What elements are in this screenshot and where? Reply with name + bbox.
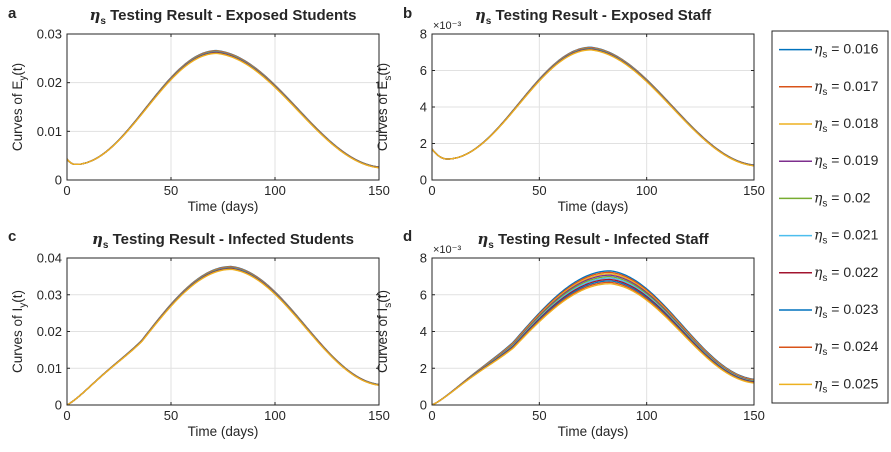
- y-exponent-label: ×10⁻³: [433, 244, 461, 256]
- y-axis-label: Curves of Is(t): [375, 290, 394, 373]
- y-tick-label: 0: [55, 398, 62, 413]
- y-tick-label: 0: [420, 398, 427, 413]
- x-tick-label: 50: [164, 408, 178, 423]
- y-tick-label: 6: [420, 287, 427, 302]
- x-tick-label: 50: [532, 408, 546, 423]
- legend-label: ηs = 0.016: [814, 41, 879, 61]
- y-tick-label: 4: [420, 324, 427, 339]
- x-tick-label: 0: [63, 183, 70, 198]
- panel-title: ηs Testing Result - Exposed Staff: [475, 6, 712, 27]
- x-axis-label: Time (days): [558, 199, 629, 214]
- x-tick-label: 50: [164, 183, 178, 198]
- x-axis-label: Time (days): [188, 424, 259, 439]
- panel-letter: d: [403, 228, 412, 245]
- plot-area: [67, 34, 379, 180]
- y-tick-label: 0.04: [37, 251, 62, 266]
- panel-c: 0 50 100 150 0 0.01 0.02 0.03 0.04 c ηs Testing Re…: [8, 228, 390, 439]
- panel-title: ηs Testing Result - Exposed Students: [89, 6, 356, 27]
- panel-d: 0 50 100 150 0 2 4 6 8 ×10⁻³ d ηs Testing Result - …: [375, 228, 765, 439]
- axes-box: [66, 33, 380, 181]
- y-axis-label: Curves of Iy(t): [10, 290, 29, 373]
- legend-label: ηs = 0.019: [814, 152, 879, 172]
- legend-label: ηs = 0.02: [814, 189, 871, 209]
- y-tick-label: 0.02: [37, 75, 62, 90]
- y-axis-label: Curves of Es(t): [375, 63, 394, 151]
- x-tick-label: 150: [368, 408, 390, 423]
- legend-label: ηs = 0.021: [814, 227, 879, 247]
- y-tick-label: 0.01: [37, 124, 62, 139]
- series-line-0.025: [432, 283, 754, 405]
- panel-letter: a: [8, 5, 17, 22]
- y-tick-label: 0.01: [37, 361, 62, 376]
- series-line-0.025: [67, 268, 379, 405]
- x-tick-label: 0: [428, 408, 435, 423]
- x-tick-label: 100: [636, 183, 658, 198]
- y-exponent-label: ×10⁻³: [433, 20, 461, 32]
- x-tick-label: 50: [532, 183, 546, 198]
- y-tick-label: 0.02: [37, 324, 62, 339]
- y-axis-label: Curves of Ey(t): [10, 63, 29, 151]
- panel-letter: c: [8, 228, 16, 245]
- y-tick-label: 2: [420, 361, 427, 376]
- panel-letter: b: [403, 5, 412, 22]
- panel-title: ηs Testing Result - Infected Staff: [477, 230, 709, 251]
- legend-label: ηs = 0.023: [814, 301, 879, 321]
- y-tick-label: 0: [420, 173, 427, 188]
- y-tick-label: 0: [55, 173, 62, 188]
- y-tick-label: 2: [420, 136, 427, 151]
- y-tick-label: 4: [420, 100, 427, 115]
- legend-label: ηs = 0.025: [814, 375, 879, 395]
- panel-a: 0 50 100 150 0 0.01 0.02 0.03 a ηs Testing Result…: [8, 5, 390, 214]
- x-tick-label: 0: [428, 183, 435, 198]
- y-tick-label: 6: [420, 63, 427, 78]
- x-tick-label: 100: [264, 408, 286, 423]
- x-tick-label: 150: [368, 183, 390, 198]
- y-tick-label: 0.03: [37, 27, 62, 42]
- legend-label: ηs = 0.017: [814, 78, 879, 98]
- y-tick-label: 0.03: [37, 287, 62, 302]
- series-line-0.025: [432, 49, 754, 167]
- legend-label: ηs = 0.018: [814, 115, 879, 135]
- panel-title: ηs Testing Result - Infected Students: [92, 230, 354, 251]
- series-line-0.025: [67, 52, 379, 169]
- panel-b: 0 50 100 150 0 2 4 6 8 ×10⁻³ b ηs Testing Result - …: [375, 5, 765, 214]
- legend: ηs = 0.016 ηs = 0.017 ηs = 0.018 ηs = 0.019…: [771, 30, 889, 404]
- legend-label: ηs = 0.024: [814, 338, 879, 358]
- x-tick-label: 100: [636, 408, 658, 423]
- x-tick-label: 150: [743, 408, 765, 423]
- x-axis-label: Time (days): [188, 199, 259, 214]
- legend-box: [771, 30, 889, 404]
- y-tick-label: 8: [420, 27, 427, 42]
- x-tick-label: 0: [63, 408, 70, 423]
- y-tick-label: 8: [420, 251, 427, 266]
- x-axis-label: Time (days): [558, 424, 629, 439]
- legend-label: ηs = 0.022: [814, 264, 879, 284]
- x-tick-label: 100: [264, 183, 286, 198]
- x-tick-label: 150: [743, 183, 765, 198]
